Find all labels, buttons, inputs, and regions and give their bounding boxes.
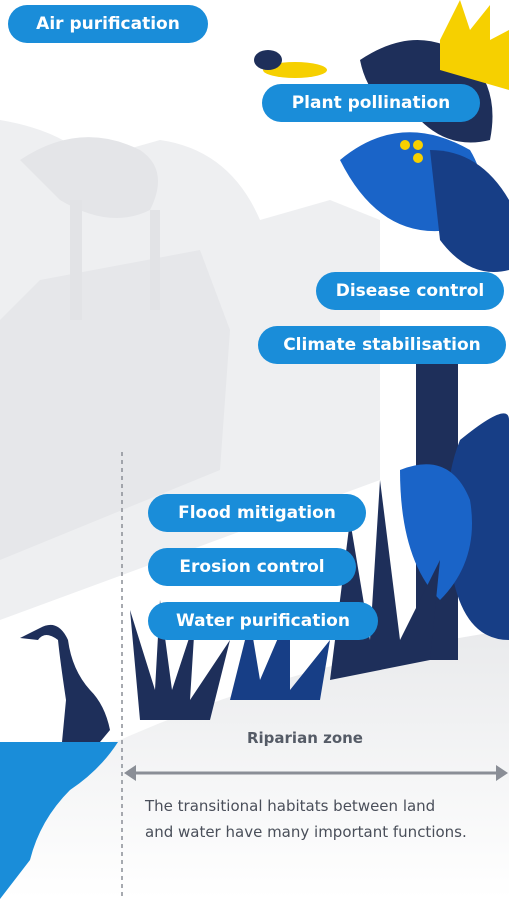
function-label: Water purification — [148, 602, 378, 640]
function-label: Erosion control — [148, 548, 356, 586]
bee — [254, 50, 282, 70]
dot — [413, 153, 423, 163]
heron — [20, 625, 110, 742]
function-label: Climate stabilisation — [258, 326, 506, 364]
caption-line: The transitional habitats between land — [145, 793, 467, 819]
zone-label: Riparian zone — [220, 729, 390, 747]
trunk — [150, 210, 160, 310]
dot — [400, 140, 410, 150]
function-label: Air purification — [8, 5, 208, 43]
dot — [413, 140, 423, 150]
ecosystem-diagram: Air purification Plant pollination Disea… — [0, 0, 509, 899]
caption-line: and water have many important functions. — [145, 819, 467, 845]
leaf — [430, 150, 509, 272]
trunk — [70, 200, 82, 320]
caption: The transitional habitats between land a… — [145, 793, 467, 845]
illustration — [0, 0, 509, 899]
function-label: Flood mitigation — [148, 494, 366, 532]
function-label: Disease control — [316, 272, 504, 310]
function-label: Plant pollination — [262, 84, 480, 122]
